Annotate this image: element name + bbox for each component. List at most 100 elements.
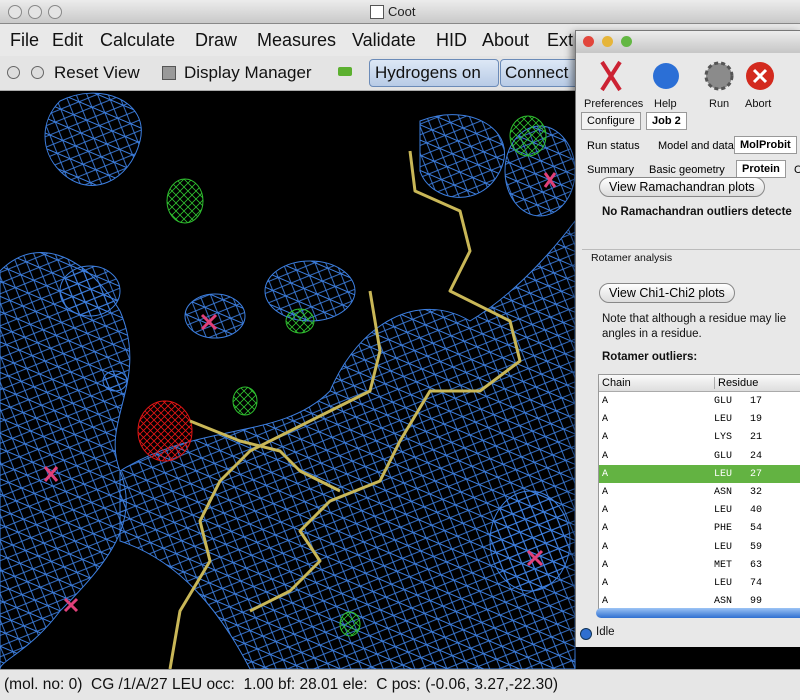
separator: [582, 249, 800, 250]
display-manager-button[interactable]: Display Manager: [184, 63, 312, 82]
status-bar: (mol. no: 0) CG /1/A/27 LEU occ: 1.00 bf…: [0, 669, 800, 700]
menu-item[interactable]: Validate: [352, 30, 416, 50]
chi-plots-button[interactable]: View Chi1-Chi2 plots: [599, 283, 735, 303]
note-text: angles in a residue.: [602, 328, 702, 340]
subtab[interactable]: Model and data: [658, 140, 734, 152]
tab[interactable]: Job 2: [646, 112, 687, 130]
window-title: Coot: [388, 4, 416, 19]
menu-item[interactable]: Measures: [257, 30, 337, 50]
toolbar-icon[interactable]: [31, 66, 44, 79]
residue-cell: GLU 17: [714, 396, 763, 407]
chain-cell: A: [602, 505, 609, 517]
reset-view-button[interactable]: Reset View: [54, 63, 140, 82]
table-row[interactable]: A GLU 17: [599, 392, 800, 410]
run-icon[interactable]: [704, 61, 734, 91]
chain-cell: A: [602, 523, 609, 535]
job-status: Idle: [596, 626, 615, 638]
result-tab[interactable]: Protein: [736, 160, 786, 178]
chain-cell: A: [602, 487, 609, 498]
x11-icon: [370, 5, 384, 19]
table-row[interactable]: A LEU 27: [599, 464, 800, 483]
residue-cell: PHE 54: [714, 523, 763, 535]
difference-map: [137, 115, 547, 637]
residue-cell: LEU 59: [714, 541, 763, 553]
help-button[interactable]: Help: [654, 98, 677, 110]
chain-cell: A: [602, 541, 609, 553]
phenix-title-bar: [576, 31, 800, 53]
column-header[interactable]: Residue: [714, 377, 758, 389]
menu-item[interactable]: Edit: [52, 30, 84, 50]
toolbar-icon: [338, 67, 352, 76]
run-button[interactable]: Run: [709, 98, 730, 110]
section-title: Rotamer analysis: [591, 252, 673, 264]
menu-item[interactable]: File: [10, 30, 40, 50]
table-row[interactable]: A GLU 24: [599, 447, 800, 465]
chain-cell: A: [602, 450, 609, 462]
residue-cell: LEU 27: [714, 468, 763, 480]
help-icon[interactable]: [653, 63, 679, 89]
toolbar-icon: [162, 66, 176, 80]
table-row[interactable]: A ASN 32: [599, 483, 800, 501]
column-header[interactable]: Chain: [602, 377, 631, 389]
menu-item[interactable]: Draw: [195, 30, 238, 50]
chain-cell: A: [602, 414, 609, 426]
table-row[interactable]: A PHE 54: [599, 519, 800, 537]
status-text: (mol. no: 0) CG /1/A/27 LEU occ: 1.00 bf…: [4, 676, 558, 693]
zoom-button[interactable]: [48, 5, 62, 19]
subtab[interactable]: MolProbit: [734, 136, 797, 154]
close-button[interactable]: [583, 36, 594, 47]
preferences-icon[interactable]: [600, 60, 622, 92]
result-tab[interactable]: Summary: [587, 164, 635, 176]
water-markers: [43, 172, 557, 613]
hydrogens-button[interactable]: [369, 59, 499, 87]
table-row[interactable]: A LEU 74: [599, 574, 800, 592]
status-indicator: [580, 628, 592, 640]
table-row[interactable]: A LYS 21: [599, 428, 800, 446]
ramachandran-button[interactable]: View Ramachandran plots: [599, 177, 765, 197]
subtab[interactable]: Run status: [587, 140, 640, 152]
hydrogens-label: Hydrogens on: [375, 63, 481, 82]
result-tab[interactable]: Basic geometry: [649, 164, 725, 176]
table-row[interactable]: A LEU 59: [599, 538, 800, 556]
title-bar: Coot: [0, 0, 800, 24]
residue-cell: LEU 19: [714, 414, 763, 426]
menu-item[interactable]: About: [482, 30, 530, 50]
menu-item[interactable]: HID: [436, 30, 467, 50]
menu-item[interactable]: Ext: [547, 30, 574, 50]
chain-cell: A: [602, 578, 609, 589]
residue-cell: MET 63: [714, 559, 763, 571]
ramachandran-result: No Ramachandran outliers detecte: [602, 206, 792, 218]
chain-cell: A: [602, 468, 609, 480]
residue-cell: ASN 32: [714, 487, 763, 498]
residue-cell: LYS 21: [714, 432, 763, 444]
model-backbone: [168, 150, 522, 669]
residue-cell: GLU 24: [714, 450, 763, 462]
table-row[interactable]: A LEU 19: [599, 410, 800, 428]
phenix-window: Preferences Help Run Abort Configure Job…: [575, 30, 800, 647]
chain-cell: A: [602, 559, 609, 571]
table-header: Chain Residue: [599, 375, 800, 392]
table-row[interactable]: A MET 63: [599, 556, 800, 574]
phenix-toolbar-icons: [600, 60, 774, 92]
outliers-table: Chain Residue A GLU 17 A LEU 19 A LYS 21 A GLU …: [598, 374, 800, 612]
zoom-button[interactable]: [621, 36, 632, 47]
chain-cell: A: [602, 432, 609, 444]
close-button[interactable]: [8, 5, 22, 19]
preferences-button[interactable]: Preferences: [584, 98, 644, 110]
scrollbar[interactable]: [596, 608, 800, 618]
outliers-label: Rotamer outliers:: [602, 351, 698, 363]
toolbar-icon[interactable]: [7, 66, 20, 79]
menu-item[interactable]: Calculate: [100, 30, 176, 50]
table-row[interactable]: A LEU 40: [599, 501, 800, 519]
residue-cell: LEU 40: [714, 505, 763, 517]
result-tab[interactable]: Cl: [788, 161, 800, 179]
abort-button[interactable]: Abort: [745, 98, 772, 110]
chain-cell: A: [602, 396, 609, 407]
table-row[interactable]: A ASN 99: [599, 592, 800, 610]
minimize-button[interactable]: [28, 5, 42, 19]
connect-label: Connect: [505, 63, 569, 82]
minimize-button[interactable]: [602, 36, 613, 47]
tab[interactable]: Configure: [581, 112, 641, 130]
residue-cell: LEU 74: [714, 578, 763, 589]
